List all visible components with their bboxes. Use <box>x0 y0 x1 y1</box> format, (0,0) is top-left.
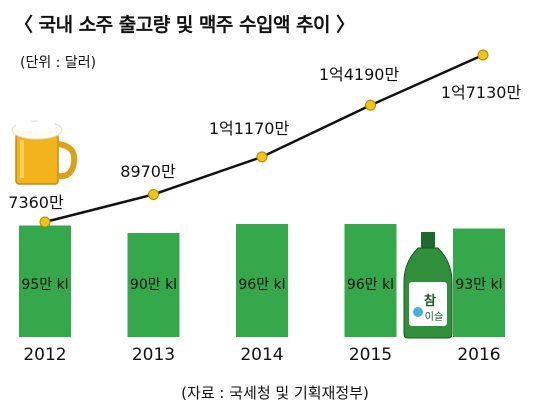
bar-value-label-2016: 93만 kl <box>455 277 502 293</box>
svg-text:참: 참 <box>424 293 436 309</box>
bar-2015 <box>344 224 397 337</box>
line-marker-2014 <box>256 151 268 163</box>
x-tick-2016: 2016 <box>457 345 500 365</box>
line-value-label-2013: 8970만 <box>120 162 176 181</box>
bar-2014 <box>236 224 288 337</box>
line-value-label-2015: 1억4190만 <box>319 65 400 84</box>
line-value-label-2012: 7360만 <box>8 193 64 212</box>
x-tick-2015: 2015 <box>349 345 392 365</box>
bar-value-label-2015: 96만 kl <box>347 277 394 293</box>
soju-bottle-icon: 참 이슬 <box>403 232 453 339</box>
line-marker-2013 <box>148 188 159 200</box>
x-tick-2014: 2014 <box>240 345 283 365</box>
line-marker-2015 <box>365 99 376 111</box>
x-tick-2012: 2012 <box>23 345 66 365</box>
line-marker-2016 <box>477 49 489 61</box>
beer-mug-icon <box>11 119 78 185</box>
x-tick-2013: 2013 <box>132 345 175 365</box>
bar-value-label-2013: 90만 kl <box>130 277 177 293</box>
source-note: (자료 : 국세청 및 기획재정부) <box>181 384 369 402</box>
bar-value-label-2012: 95만 kl <box>21 277 68 293</box>
bar-value-label-2014: 96만 kl <box>238 277 285 293</box>
line-value-label-2014: 1억1170만 <box>209 119 290 138</box>
chart-title: 〈 국내 소주 출고량 및 맥주 수입액 추이 〉 <box>14 14 355 36</box>
bar-2012 <box>19 225 71 337</box>
svg-text:이슬: 이슬 <box>425 311 443 323</box>
line-marker-2012 <box>39 216 51 228</box>
bar-2013 <box>127 233 180 337</box>
bar-2016 <box>453 228 505 337</box>
line-value-label-2016: 1억7130만 <box>441 83 522 102</box>
unit-label: (단위 : 달러) <box>20 55 97 71</box>
line-series <box>44 53 484 224</box>
